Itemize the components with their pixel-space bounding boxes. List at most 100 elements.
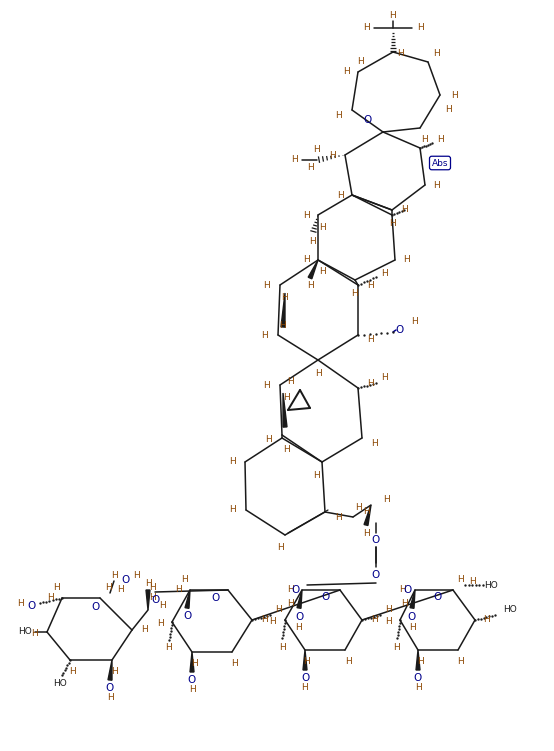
Text: O: O <box>372 535 380 545</box>
Text: H: H <box>279 643 285 652</box>
Text: H: H <box>363 23 370 32</box>
Text: H: H <box>304 657 310 666</box>
Text: H: H <box>411 318 417 327</box>
Text: H: H <box>368 336 375 345</box>
Polygon shape <box>281 293 285 327</box>
Text: O: O <box>414 673 422 683</box>
Text: H: H <box>229 505 237 514</box>
Text: H: H <box>433 50 439 59</box>
Text: H: H <box>111 572 117 581</box>
Text: H: H <box>276 544 284 553</box>
Text: H: H <box>281 292 289 301</box>
Text: O: O <box>301 673 309 683</box>
Text: HO: HO <box>53 678 67 687</box>
Text: H: H <box>148 583 155 592</box>
Text: H: H <box>320 222 326 231</box>
Text: H: H <box>150 593 156 602</box>
Text: H: H <box>335 512 341 521</box>
Text: HO: HO <box>503 605 517 614</box>
Text: H: H <box>355 502 361 511</box>
Text: H: H <box>314 470 320 479</box>
Text: H: H <box>270 617 276 626</box>
Text: O: O <box>106 683 114 693</box>
Polygon shape <box>410 590 415 608</box>
Text: H: H <box>414 683 422 692</box>
Text: H: H <box>145 578 151 587</box>
Text: H: H <box>275 605 281 614</box>
Polygon shape <box>303 650 307 670</box>
Text: O: O <box>183 611 191 621</box>
Text: H: H <box>437 135 443 144</box>
Text: H: H <box>417 657 423 666</box>
Text: H: H <box>310 237 316 246</box>
Text: H: H <box>372 439 378 448</box>
Text: O: O <box>28 601 36 611</box>
Polygon shape <box>190 652 194 672</box>
Text: H: H <box>260 616 268 625</box>
Text: H: H <box>166 644 172 653</box>
Text: H: H <box>388 219 396 228</box>
Text: H: H <box>445 104 452 113</box>
Text: H: H <box>106 693 114 702</box>
Text: H: H <box>401 206 407 215</box>
Text: HO: HO <box>18 628 32 637</box>
Polygon shape <box>416 650 420 670</box>
Polygon shape <box>297 590 302 608</box>
Text: H: H <box>286 586 294 595</box>
Text: H: H <box>111 668 119 677</box>
Text: O: O <box>321 592 329 602</box>
Text: O: O <box>408 612 416 622</box>
Text: H: H <box>383 496 389 505</box>
Text: H: H <box>261 330 268 339</box>
Polygon shape <box>283 393 287 427</box>
Polygon shape <box>185 590 190 608</box>
Text: H: H <box>280 321 286 330</box>
Text: H: H <box>398 50 404 59</box>
Text: H: H <box>314 144 320 153</box>
Text: O: O <box>151 595 159 605</box>
Text: H: H <box>283 393 289 402</box>
Text: O: O <box>91 602 99 612</box>
Text: O: O <box>188 675 196 685</box>
Text: O: O <box>211 593 219 603</box>
Text: H: H <box>422 135 428 144</box>
Text: H: H <box>409 623 416 632</box>
Text: H: H <box>384 605 391 614</box>
Text: H: H <box>286 599 294 608</box>
Text: H: H <box>105 584 111 593</box>
Text: H: H <box>284 445 290 454</box>
Text: H: H <box>302 210 309 219</box>
Text: H: H <box>157 620 163 629</box>
Text: H: H <box>175 586 181 595</box>
Text: H: H <box>363 529 370 538</box>
Text: H: H <box>264 381 270 390</box>
Text: H: H <box>306 282 314 291</box>
Text: H: H <box>286 378 294 387</box>
Text: O: O <box>434 592 442 602</box>
Text: H: H <box>384 617 391 626</box>
Text: H: H <box>357 58 363 67</box>
Text: H: H <box>141 626 147 635</box>
Text: H: H <box>371 616 377 625</box>
Text: H: H <box>132 572 140 581</box>
Text: H: H <box>484 616 490 625</box>
Text: H: H <box>291 155 299 164</box>
Text: H: H <box>381 269 387 278</box>
Text: H: H <box>404 255 411 264</box>
Text: H: H <box>335 110 341 119</box>
Text: O: O <box>396 325 404 335</box>
Text: O: O <box>291 585 299 595</box>
Text: H: H <box>345 657 351 666</box>
Text: H: H <box>117 586 124 595</box>
Text: H: H <box>265 436 273 445</box>
Text: O: O <box>122 575 130 585</box>
Text: H: H <box>368 281 375 289</box>
Text: H: H <box>229 457 235 466</box>
Text: H: H <box>264 281 270 289</box>
Text: H: H <box>301 683 309 692</box>
Text: H: H <box>54 584 60 593</box>
Text: H: H <box>434 180 440 189</box>
Text: H: H <box>399 586 407 595</box>
Text: O: O <box>364 115 372 125</box>
Text: H: H <box>232 659 238 668</box>
